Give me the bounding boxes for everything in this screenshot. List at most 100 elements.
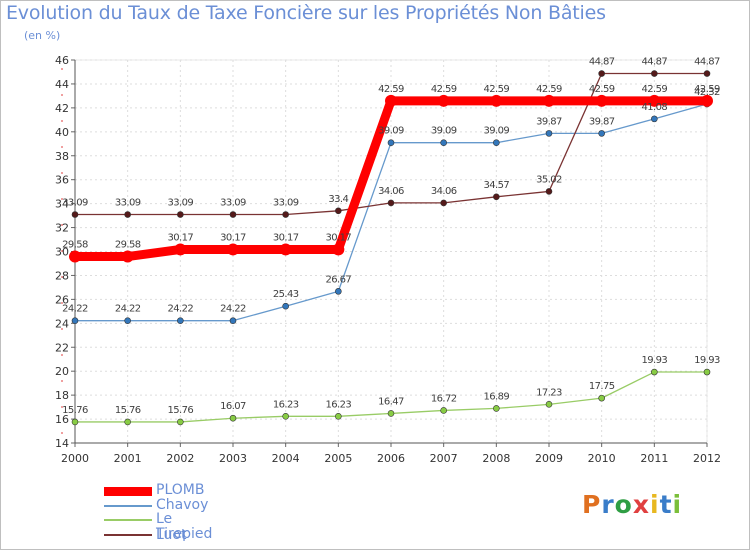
point-tirepied-2011 <box>651 70 658 77</box>
y-tick-label-28: 28 <box>55 269 69 282</box>
point-tirepied-2005 <box>335 207 342 215</box>
point-le-luot-2008 <box>493 405 500 412</box>
point-le-luot-2006 <box>387 410 395 417</box>
x-tick-label-2012: 2012 <box>693 452 721 465</box>
data-label-tirepied-2006: 34.06 <box>378 186 404 197</box>
data-label-le-luot-2012: 19.93 <box>694 355 720 366</box>
data-label-chavoy-2001: 24.22 <box>115 304 141 315</box>
data-label-plomb-2011: 42.59 <box>642 84 668 95</box>
point-le-luot-2012 <box>703 368 711 376</box>
data-label-chavoy-2010: 39.87 <box>589 116 615 127</box>
point-tirepied-2007 <box>440 199 447 207</box>
x-tick-label-2008: 2008 <box>482 452 510 465</box>
legend-label-plomb: PLOMB <box>156 482 205 498</box>
point-chavoy-2007 <box>440 139 447 147</box>
y-tick-label-20: 20 <box>55 365 69 378</box>
data-label-tirepied-2008: 34.57 <box>484 180 510 191</box>
point-chavoy-2003 <box>229 317 237 324</box>
legend-label-chavoy: Chavoy <box>156 496 209 513</box>
chart-title: Evolution du Taux de Taxe Foncière sur l… <box>6 2 606 24</box>
data-label-tirepied-2003: 33.09 <box>220 198 246 209</box>
point-le-luot-2009 <box>545 401 553 408</box>
data-label-tirepied-2007: 34.06 <box>431 186 457 197</box>
data-label-plomb-2012: 42.59 <box>694 84 720 95</box>
point-plomb-2010 <box>595 94 608 107</box>
legend-swatch-tirepied <box>104 533 152 536</box>
data-label-chavoy-2007: 39.09 <box>431 126 457 137</box>
x-tick-label-2000: 2000 <box>61 452 89 465</box>
data-label-tirepied-2000: 33.09 <box>62 198 88 209</box>
data-label-le-luot-2000: 15.76 <box>62 405 88 416</box>
y-tick-label-16: 16 <box>55 413 69 426</box>
point-tirepied-2003 <box>229 211 237 218</box>
point-tirepied-2006 <box>387 199 395 207</box>
data-label-chavoy-2009: 39.87 <box>536 116 562 127</box>
x-tick-label-2007: 2007 <box>430 452 458 465</box>
data-label-chavoy-2004: 25.43 <box>273 289 299 300</box>
y-tick-label-32: 32 <box>55 222 69 235</box>
point-plomb-2008 <box>490 94 503 107</box>
data-label-tirepied-2001: 33.09 <box>115 198 141 209</box>
data-label-plomb-2004: 30.17 <box>273 232 299 243</box>
data-label-chavoy-2005: 26.67 <box>326 274 352 285</box>
point-tirepied-2002 <box>177 211 184 218</box>
point-chavoy-2008 <box>493 139 500 147</box>
data-label-chavoy-2003: 24.22 <box>220 304 246 315</box>
data-label-plomb-2005: 30.17 <box>326 232 352 243</box>
point-plomb-2011 <box>648 94 661 107</box>
point-chavoy-2004 <box>282 302 289 310</box>
data-label-tirepied-2004: 33.09 <box>273 198 299 209</box>
data-label-le-luot-2001: 15.76 <box>115 405 141 416</box>
point-chavoy-2005 <box>335 288 342 295</box>
x-tick-label-2005: 2005 <box>324 452 352 465</box>
data-label-plomb-2009: 42.59 <box>536 84 562 95</box>
data-label-plomb-2003: 30.17 <box>220 232 246 243</box>
data-label-chavoy-2006: 39.09 <box>378 126 404 137</box>
point-chavoy-2011 <box>651 115 658 123</box>
y-tick-label-14: 14 <box>55 437 69 450</box>
logo-letter: i <box>650 490 660 519</box>
x-tick-label-2001: 2001 <box>114 452 142 465</box>
point-plomb-2004 <box>279 243 292 256</box>
point-tirepied-2010 <box>598 70 605 77</box>
point-tirepied-2008 <box>493 193 500 201</box>
logo-letter: o <box>614 490 633 519</box>
point-plomb-2012 <box>701 94 713 107</box>
point-chavoy-2000 <box>71 317 79 324</box>
point-plomb-2002 <box>174 243 187 256</box>
x-tick-label-2009: 2009 <box>535 452 563 465</box>
legend-label-le-luot: Le Luot <box>156 511 187 543</box>
point-le-luot-2011 <box>651 368 658 376</box>
point-chavoy-2002 <box>177 317 184 324</box>
point-le-luot-2000 <box>71 418 79 426</box>
data-label-tirepied-2002: 33.09 <box>168 198 194 209</box>
data-label-le-luot-2011: 19.93 <box>642 355 668 366</box>
x-tick-label-2011: 2011 <box>640 452 668 465</box>
data-label-chavoy-2011: 41.08 <box>642 102 668 113</box>
y-tick-label-22: 22 <box>55 341 69 354</box>
y-tick-label-24: 24 <box>55 317 69 330</box>
data-label-le-luot-2010: 17.75 <box>589 381 615 392</box>
data-label-tirepied-2011: 44.87 <box>642 57 668 68</box>
x-tick-label-2004: 2004 <box>272 452 300 465</box>
legend-swatch-plomb <box>104 486 152 496</box>
x-tick-label-2006: 2006 <box>377 452 405 465</box>
data-label-plomb-2010: 42.59 <box>589 84 615 95</box>
point-le-luot-2007 <box>440 407 447 414</box>
data-label-plomb-2007: 42.59 <box>431 84 457 95</box>
y-tick-label-44: 44 <box>55 78 69 91</box>
data-label-le-luot-2006: 16.47 <box>378 396 404 407</box>
point-plomb-2005 <box>332 243 345 256</box>
data-label-tirepied-2009: 35.02 <box>536 174 562 185</box>
data-label-le-luot-2003: 16.07 <box>220 401 246 412</box>
point-tirepied-2012 <box>703 70 711 77</box>
data-label-le-luot-2005: 16.23 <box>326 399 352 410</box>
y-tick-label-36: 36 <box>55 174 69 187</box>
point-le-luot-2001 <box>124 418 131 426</box>
logo-letter: i <box>672 490 683 519</box>
y-tick-label-18: 18 <box>55 389 69 402</box>
data-label-plomb-2008: 42.59 <box>484 84 510 95</box>
legend-swatch-chavoy <box>104 504 152 507</box>
point-plomb-2001 <box>121 250 134 263</box>
